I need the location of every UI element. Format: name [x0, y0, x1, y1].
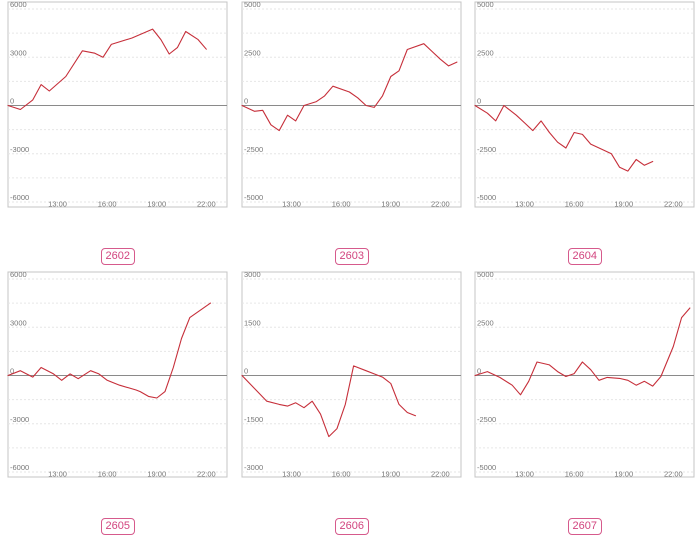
contract-code-badge: 2606: [334, 518, 369, 535]
y-tick-label: 3000: [244, 271, 261, 279]
y-tick-label: -3000: [10, 145, 29, 154]
y-tick-label: -2500: [244, 145, 263, 154]
line-chart-2603: 5000 2500 0 -2500 -5000 13:00 16:00 19:00 22:00: [241, 1, 462, 209]
plot-area: [474, 1, 695, 208]
line-chart-2606: 3000 1500 0 -1500 -3000 13:00 16:00 19:00 22:00: [241, 271, 462, 479]
x-tick-label: 13:00: [515, 470, 534, 479]
y-tick-label: 6000: [10, 1, 27, 9]
y-tick-label: -3000: [244, 463, 263, 472]
chart-panel-2603: 5000 2500 0 -2500 -5000 13:00 16:00 19:00 22:00: [238, 1, 462, 209]
x-tick-label: 19:00: [614, 200, 633, 209]
x-tick-label: 19:00: [381, 470, 400, 479]
plot-area: [241, 1, 462, 208]
y-tick-label: 0: [244, 97, 248, 106]
plot-area: [7, 271, 228, 478]
chart-panel-2602: 6000 3000 0 -3000 -6000 13:00 16:00 19:00 22:00: [4, 1, 228, 209]
series-line: [7, 302, 212, 399]
chart-panel-2606: 3000 1500 0 -1500 -3000 13:00 16:00 19:00 22:00: [238, 271, 462, 479]
chart-panel-2605: 6000 3000 0 -3000 -6000 13:00 16:00 19:00 22:00: [4, 271, 228, 479]
x-tick-label: 16:00: [332, 470, 351, 479]
plot-area: [474, 271, 695, 478]
x-tick-label: 22:00: [431, 470, 450, 479]
line-chart-2605: 6000 3000 0 -3000 -6000 13:00 16:00 19:00 22:00: [7, 271, 228, 479]
x-tick-label: 13:00: [282, 470, 301, 479]
x-tick-label: 13:00: [282, 200, 301, 209]
y-tick-label: 3000: [10, 48, 27, 57]
x-tick-label: 22:00: [197, 470, 216, 479]
y-tick-label: 2500: [477, 48, 494, 57]
x-tick-label: 19:00: [147, 200, 166, 209]
y-tick-label: 2500: [477, 318, 494, 327]
y-tick-label: 2500: [244, 48, 261, 57]
series-line: [241, 365, 417, 438]
y-tick-label: -3000: [10, 415, 29, 424]
x-tick-label: 22:00: [197, 200, 216, 209]
y-tick-label: 5000: [477, 1, 494, 9]
y-tick-label: -6000: [10, 193, 29, 202]
y-tick-label: 0: [10, 97, 14, 106]
y-tick-label: -2500: [477, 145, 496, 154]
contract-code-badge: 2604: [567, 248, 602, 265]
contract-code-badge: 2605: [100, 518, 135, 535]
y-tick-label: -5000: [244, 193, 263, 202]
x-tick-label: 16:00: [332, 200, 351, 209]
chart-panel-2604: 5000 2500 0 -2500 -5000 13:00 16:00 19:00 22:00: [471, 1, 695, 209]
contract-code-badge: 2603: [334, 248, 369, 265]
series-line: [474, 307, 691, 396]
y-tick-label: 3000: [10, 318, 27, 327]
x-tick-label: 19:00: [147, 470, 166, 479]
x-tick-label: 22:00: [431, 200, 450, 209]
x-tick-label: 19:00: [381, 200, 400, 209]
y-tick-label: -2500: [477, 415, 496, 424]
y-tick-label: 0: [477, 97, 481, 106]
x-tick-label: 16:00: [565, 470, 584, 479]
line-chart-2607: 5000 2500 0 -2500 -5000 13:00 16:00 19:00 22:00: [474, 271, 695, 479]
contract-code-badge: 2602: [100, 248, 135, 265]
line-chart-2602: 6000 3000 0 -3000 -6000 13:00 16:00 19:00 22:00: [7, 1, 228, 209]
x-tick-label: 13:00: [48, 470, 67, 479]
x-tick-label: 22:00: [664, 200, 683, 209]
y-tick-label: 1500: [244, 318, 261, 327]
y-tick-label: -1500: [244, 415, 263, 424]
series-line: [241, 43, 458, 132]
y-tick-label: 0: [477, 367, 481, 376]
y-tick-label: 6000: [10, 271, 27, 279]
x-tick-label: 22:00: [664, 470, 683, 479]
x-tick-label: 16:00: [98, 200, 117, 209]
series-line: [474, 104, 654, 172]
x-tick-label: 13:00: [515, 200, 534, 209]
y-tick-label: 0: [244, 367, 248, 376]
y-tick-label: -5000: [477, 193, 496, 202]
y-tick-label: -6000: [10, 463, 29, 472]
x-tick-label: 16:00: [565, 200, 584, 209]
plot-area: [7, 1, 228, 208]
series-line: [7, 28, 207, 111]
x-tick-label: 19:00: [614, 470, 633, 479]
x-tick-label: 16:00: [98, 470, 117, 479]
y-tick-label: -5000: [477, 463, 496, 472]
y-tick-label: 0: [10, 367, 14, 376]
x-tick-label: 13:00: [48, 200, 67, 209]
y-tick-label: 5000: [477, 271, 494, 279]
line-chart-2604: 5000 2500 0 -2500 -5000 13:00 16:00 19:00 22:00: [474, 1, 695, 209]
y-tick-label: 5000: [244, 1, 261, 9]
contract-code-badge: 2607: [567, 518, 602, 535]
chart-panel-2607: 5000 2500 0 -2500 -5000 13:00 16:00 19:00 22:00: [471, 271, 695, 479]
